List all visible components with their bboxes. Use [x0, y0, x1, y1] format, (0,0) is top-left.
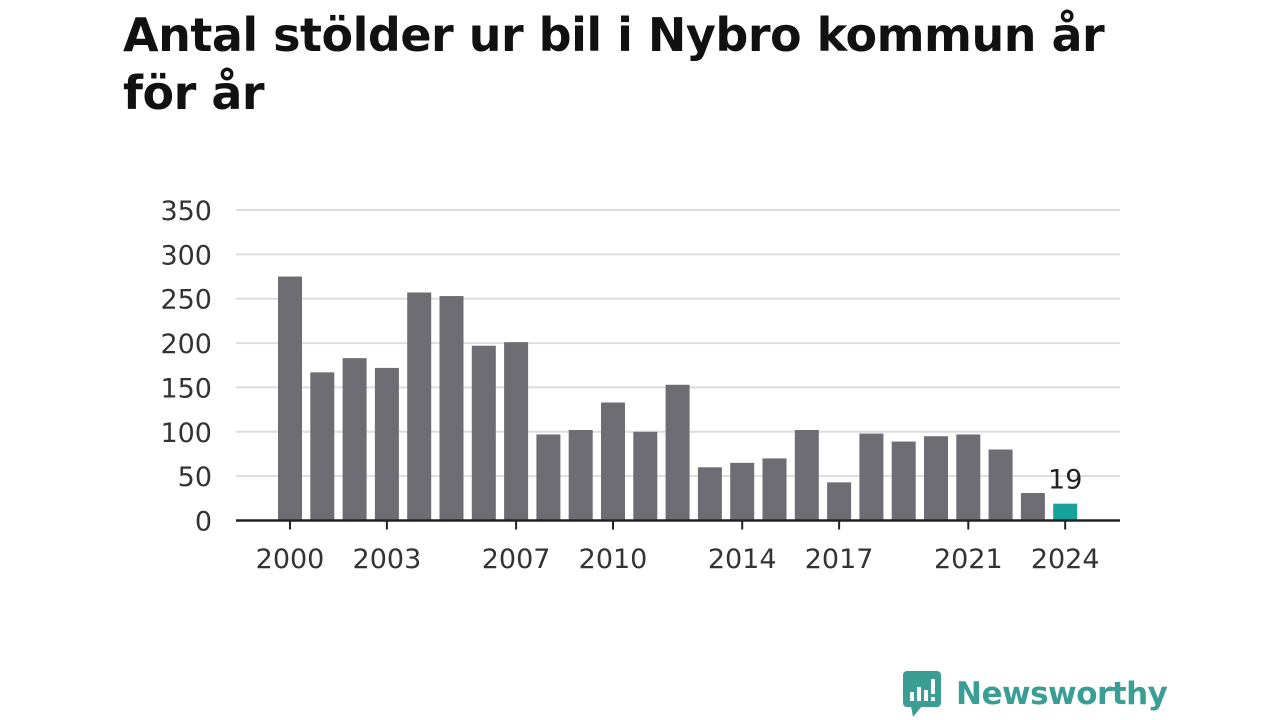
bar-2009 — [568, 430, 593, 521]
x-tick-label: 2007 — [482, 544, 551, 575]
bar-2016 — [794, 430, 819, 521]
y-tick-label: 50 — [178, 462, 212, 493]
bar-2022 — [988, 449, 1013, 521]
bar-2003 — [374, 367, 399, 521]
bar-2006 — [471, 345, 496, 521]
bar-2005 — [439, 296, 464, 521]
bar-2018 — [859, 433, 884, 521]
bar-2012 — [665, 384, 690, 521]
bar-2015 — [762, 458, 787, 521]
tick-labels: 0 50 100 150 200 250 300 350 2000 2003 2007 2010 201… — [160, 196, 1099, 575]
bar-2014 — [730, 462, 755, 521]
bar-2004 — [407, 292, 432, 521]
bars — [278, 276, 1078, 521]
bar-chart-speech-bubble-icon — [903, 671, 941, 717]
data-label: 19 — [1048, 465, 1082, 496]
y-tick-label: 200 — [160, 329, 212, 360]
bar-2010 — [601, 402, 625, 521]
bar-2000 — [278, 276, 302, 521]
x-tick-label: 2024 — [1031, 544, 1100, 575]
y-tick-label: 150 — [160, 373, 212, 404]
x-tick-label: 2017 — [805, 544, 874, 575]
x-tick-label: 2003 — [353, 544, 422, 575]
bar-2013 — [697, 467, 722, 521]
y-tick-label: 250 — [160, 285, 212, 316]
x-tick-label: 2021 — [934, 544, 1003, 575]
bar-2008 — [536, 434, 561, 521]
y-tick-label: 100 — [160, 418, 212, 449]
bar-2001 — [310, 372, 335, 521]
bar-2002 — [342, 358, 367, 521]
bar-2017 — [827, 482, 852, 521]
bar-2020 — [924, 436, 948, 521]
axes — [236, 519, 1120, 530]
newsworthy-logo: Newsworthy — [902, 670, 1168, 718]
chart-title: Antal stölder ur bil i Nybro kommun år f… — [123, 8, 1105, 120]
bar-2021 — [956, 434, 981, 521]
bar-2011 — [633, 431, 658, 521]
y-tick-label: 300 — [160, 240, 212, 271]
bar-2023 — [1020, 492, 1045, 521]
x-tick-label: 2000 — [256, 544, 325, 575]
y-tick-label: 0 — [195, 507, 212, 538]
bar-2019 — [891, 441, 916, 521]
bar-2024 — [1053, 503, 1078, 521]
x-tick-label: 2014 — [708, 544, 777, 575]
brand-name: Newsworthy — [956, 676, 1168, 712]
y-tick-label: 350 — [160, 196, 212, 227]
bar-2007 — [504, 342, 529, 521]
x-tick-label: 2010 — [579, 544, 648, 575]
